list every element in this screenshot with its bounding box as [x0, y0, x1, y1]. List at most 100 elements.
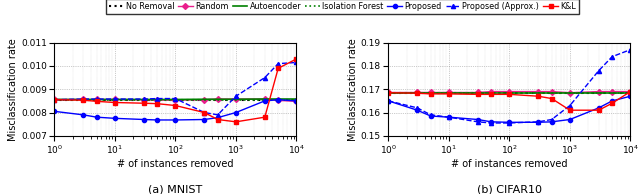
- Proposed (Approx.): [427, 114, 435, 116]
- Isolation Forest: [140, 99, 148, 101]
- Autoencoder: [140, 98, 148, 101]
- K&L: [413, 92, 421, 94]
- K&L: [548, 97, 556, 100]
- Isolation Forest: [275, 99, 282, 101]
- K&L: [534, 95, 542, 97]
- No Removal: [111, 99, 119, 101]
- Random: [111, 98, 119, 101]
- Autoencoder: [487, 92, 495, 94]
- Autoencoder: [609, 92, 616, 94]
- Random: [566, 92, 573, 94]
- Text: (a) MNIST: (a) MNIST: [148, 184, 202, 194]
- Proposed (Approx.): [214, 114, 221, 116]
- No Removal: [548, 92, 556, 94]
- Proposed: [427, 115, 435, 117]
- Proposed: [627, 95, 634, 97]
- Random: [93, 98, 100, 101]
- Proposed (Approx.): [275, 62, 282, 65]
- Random: [413, 91, 421, 94]
- Proposed: [200, 118, 208, 121]
- K&L: [487, 93, 495, 95]
- K&L: [140, 102, 148, 104]
- Line: Proposed (Approx.): Proposed (Approx.): [387, 48, 632, 125]
- Autoencoder: [93, 98, 100, 101]
- Isolation Forest: [474, 92, 481, 94]
- No Removal: [140, 99, 148, 101]
- Line: Autoencoder: Autoencoder: [54, 99, 296, 100]
- K&L: [79, 99, 87, 101]
- Proposed (Approx.): [232, 95, 240, 97]
- Isolation Forest: [232, 99, 240, 101]
- Isolation Forest: [214, 99, 221, 101]
- Isolation Forest: [427, 92, 435, 94]
- X-axis label: # of instances removed: # of instances removed: [117, 159, 234, 169]
- Line: Proposed (Approx.): Proposed (Approx.): [52, 60, 298, 117]
- Proposed (Approx.): [413, 107, 421, 109]
- Proposed: [232, 111, 240, 114]
- No Removal: [275, 99, 282, 101]
- Autoencoder: [261, 98, 269, 100]
- Proposed: [140, 118, 148, 121]
- Autoencoder: [413, 92, 421, 94]
- Isolation Forest: [548, 92, 556, 94]
- Random: [292, 100, 300, 102]
- Random: [445, 91, 452, 94]
- Random: [427, 91, 435, 94]
- Autoencoder: [232, 98, 240, 100]
- K&L: [200, 111, 208, 114]
- Proposed (Approx.): [595, 69, 603, 72]
- Autoencoder: [506, 92, 513, 94]
- No Removal: [51, 99, 58, 101]
- Autoencoder: [111, 98, 119, 101]
- Proposed: [275, 99, 282, 101]
- No Removal: [609, 92, 616, 94]
- Autoencoder: [385, 92, 392, 94]
- Isolation Forest: [566, 92, 573, 94]
- Proposed: [214, 116, 221, 119]
- Proposed: [51, 110, 58, 113]
- Isolation Forest: [595, 92, 603, 94]
- Isolation Forest: [413, 92, 421, 94]
- Proposed: [79, 114, 87, 116]
- Proposed (Approx.): [172, 97, 179, 100]
- Y-axis label: Misclassification rate: Misclassification rate: [348, 38, 358, 141]
- Proposed (Approx.): [548, 118, 556, 121]
- Isolation Forest: [627, 92, 634, 94]
- Proposed: [154, 119, 161, 121]
- K&L: [172, 104, 179, 107]
- Line: Random: Random: [387, 89, 632, 95]
- Line: K&L: K&L: [52, 57, 298, 124]
- K&L: [474, 93, 481, 95]
- Y-axis label: Misclassification rate: Misclassification rate: [8, 38, 18, 141]
- No Removal: [534, 92, 542, 94]
- Proposed (Approx.): [506, 122, 513, 124]
- Isolation Forest: [385, 92, 392, 94]
- Proposed: [595, 107, 603, 109]
- Isolation Forest: [534, 92, 542, 94]
- Proposed: [506, 121, 513, 123]
- Proposed: [566, 118, 573, 121]
- No Removal: [627, 92, 634, 94]
- No Removal: [172, 99, 179, 101]
- Proposed: [292, 100, 300, 102]
- Isolation Forest: [609, 92, 616, 94]
- Isolation Forest: [200, 99, 208, 101]
- Autoencoder: [566, 92, 573, 94]
- Isolation Forest: [487, 92, 495, 94]
- K&L: [51, 99, 58, 101]
- Proposed (Approx.): [154, 97, 161, 100]
- Autoencoder: [79, 98, 87, 101]
- Proposed (Approx.): [385, 100, 392, 102]
- Proposed (Approx.): [609, 55, 616, 58]
- Random: [232, 98, 240, 100]
- Proposed (Approx.): [487, 122, 495, 124]
- Random: [474, 91, 481, 94]
- K&L: [566, 109, 573, 111]
- Isolation Forest: [172, 99, 179, 101]
- No Removal: [506, 92, 513, 94]
- Proposed (Approx.): [200, 111, 208, 114]
- Proposed: [609, 100, 616, 102]
- Random: [140, 99, 148, 101]
- Autoencoder: [51, 98, 58, 101]
- Proposed (Approx.): [93, 98, 100, 100]
